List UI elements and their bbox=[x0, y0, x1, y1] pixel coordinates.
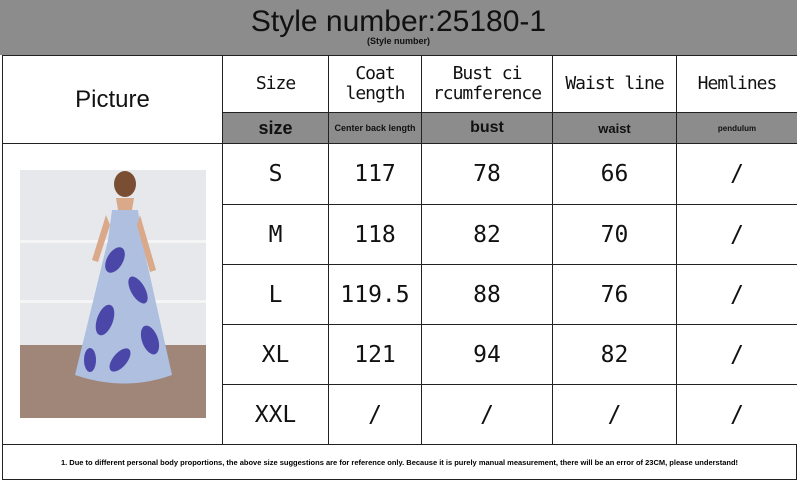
measurement-cell: / bbox=[421, 384, 553, 445]
dress-photo bbox=[19, 170, 206, 418]
dress-photo-cell bbox=[2, 143, 223, 445]
measurement-cell: 94 bbox=[421, 324, 553, 385]
size-cell: XXL bbox=[222, 384, 329, 445]
column-header: Waist line bbox=[552, 55, 677, 113]
column-header: Size bbox=[222, 55, 329, 113]
column-header: Coat length bbox=[328, 55, 422, 113]
measurement-cell: 119.5 bbox=[328, 264, 422, 325]
measurement-cell: 82 bbox=[421, 204, 553, 265]
measurement-cell: / bbox=[676, 324, 797, 385]
measurement-cell: / bbox=[676, 384, 797, 445]
measurement-cell: 88 bbox=[421, 264, 553, 325]
measurement-cell: 70 bbox=[552, 204, 677, 265]
measurement-cell: 66 bbox=[552, 143, 677, 205]
column-subheader: size bbox=[222, 112, 329, 144]
column-header: Bust ci rcumference bbox=[421, 55, 553, 113]
size-cell: M bbox=[222, 204, 329, 265]
measurement-cell: / bbox=[328, 384, 422, 445]
measurement-cell: / bbox=[676, 143, 797, 205]
column-header: Hemlines bbox=[676, 55, 797, 113]
title: Style number:25180-1 bbox=[250, 5, 547, 38]
measurement-cell: 76 bbox=[552, 264, 677, 325]
measurement-cell: / bbox=[676, 204, 797, 265]
subtitle: (Style number) bbox=[366, 36, 430, 46]
measurement-cell: 118 bbox=[328, 204, 422, 265]
picture-header: Picture bbox=[2, 55, 223, 144]
measurement-cell: 82 bbox=[552, 324, 677, 385]
size-cell: L bbox=[222, 264, 329, 325]
footnote: 1. Due to different personal body propor… bbox=[2, 444, 797, 480]
column-subheader: Center back length bbox=[328, 112, 422, 144]
column-subheader: waist bbox=[552, 112, 677, 144]
size-cell: XL bbox=[222, 324, 329, 385]
measurement-cell: 121 bbox=[328, 324, 422, 385]
column-subheader: pendulum bbox=[676, 112, 797, 144]
measurement-cell: 117 bbox=[328, 143, 422, 205]
size-cell: S bbox=[222, 143, 329, 205]
title-banner: Style number:25180-1 (Style number) bbox=[0, 0, 797, 55]
measurement-cell: / bbox=[676, 264, 797, 325]
column-subheader: bust bbox=[421, 112, 553, 144]
measurement-cell: / bbox=[552, 384, 677, 445]
measurement-cell: 78 bbox=[421, 143, 553, 205]
